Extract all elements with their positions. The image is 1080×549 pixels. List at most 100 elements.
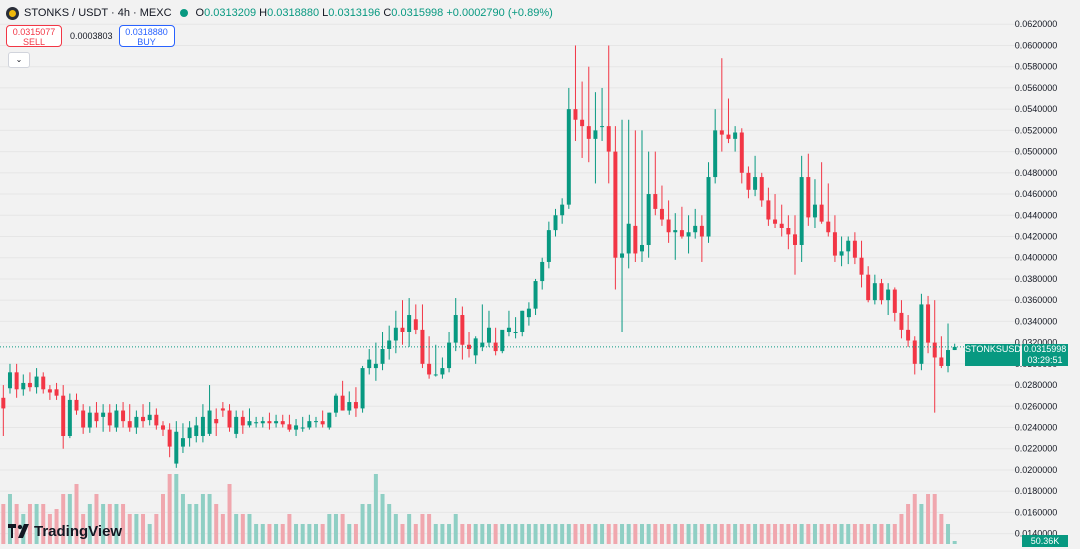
volume-bar: [819, 524, 824, 544]
candle-body: [167, 429, 172, 447]
volume-bar: [127, 514, 132, 544]
volume-bar: [773, 524, 778, 544]
change-value: +0.0002790 (+0.89%): [446, 7, 553, 19]
volume-bar: [333, 514, 338, 544]
volume-bar: [560, 524, 565, 544]
volume-bar: [946, 524, 951, 544]
candle-body: [300, 427, 305, 429]
price-tick-label: 0.0240000: [1015, 423, 1058, 433]
volume-bar: [839, 524, 844, 544]
collapse-button[interactable]: ⌄: [8, 52, 30, 68]
price-tick-label: 0.0620000: [1015, 19, 1058, 29]
candle-body: [234, 416, 239, 434]
candle-body: [926, 304, 931, 343]
volume-bar: [453, 514, 458, 544]
candle-body: [886, 289, 891, 301]
volume-bar: [227, 484, 232, 544]
volume-bar: [101, 504, 106, 544]
volume-bar: [207, 494, 212, 544]
volume-bar: [540, 524, 545, 544]
volume-bar: [87, 504, 92, 544]
volume-bar: [892, 524, 897, 544]
volume-bar: [267, 524, 272, 544]
volume-bar: [67, 494, 72, 544]
volume-bar: [639, 524, 644, 544]
candle-body: [14, 372, 19, 390]
candle-body: [859, 257, 864, 275]
candle-body: [114, 410, 119, 428]
volume-bar: [473, 524, 478, 544]
candle-body: [679, 230, 684, 237]
volume-bar: [806, 524, 811, 544]
price-tick-label: 0.0460000: [1015, 189, 1058, 199]
price-tick-label: 0.0500000: [1015, 147, 1058, 157]
candle-body: [280, 421, 285, 425]
volume-bar: [799, 524, 804, 544]
tradingview-logo[interactable]: TradingView: [8, 520, 122, 542]
candle-body: [540, 261, 545, 282]
symbol-title[interactable]: STONKS / USDT · 4h · MEXC: [24, 7, 172, 19]
volume-bar: [420, 514, 425, 544]
candle-body: [101, 412, 106, 417]
candle-body: [440, 368, 445, 375]
candle-body: [639, 244, 644, 252]
price-tick-label: 0.0520000: [1015, 125, 1058, 135]
price-axis[interactable]: 0.0620000 0.0600000 0.0580000 0.0560000 0.05…: [1015, 19, 1058, 538]
low-label: L: [322, 7, 329, 19]
last-price-tag: 0.0315998 03:29:51: [1022, 344, 1068, 366]
volume-bar: [613, 524, 618, 544]
volume-bar: [340, 514, 345, 544]
price-tick-label: 0.0260000: [1015, 401, 1058, 411]
volume-bar: [41, 504, 46, 544]
volume-bar: [380, 494, 385, 544]
volume-bar: [899, 514, 904, 544]
buy-button[interactable]: 0.0318880 BUY: [118, 25, 175, 47]
sell-button[interactable]: 0.0315077 SELL: [6, 25, 62, 47]
ohlc-values: O0.0313209 H0.0318880 L0.0313196 C0.0315…: [196, 7, 553, 19]
sell-label: SELL: [22, 37, 46, 47]
volume-bar: [367, 504, 372, 544]
market-open-icon: [179, 9, 188, 17]
volume-bar: [360, 504, 365, 544]
candle-body: [799, 177, 804, 245]
volume-bar: [214, 504, 219, 544]
volume-tag: 50.36K: [1022, 535, 1068, 547]
volume-bar: [620, 524, 625, 544]
candle-body: [307, 421, 312, 428]
candle-body: [819, 204, 824, 222]
candle-body: [566, 109, 571, 205]
candle-body: [81, 410, 86, 428]
volume-bar: [194, 504, 199, 544]
price-tick-label: 0.0360000: [1015, 295, 1058, 305]
volume-bar: [500, 524, 505, 544]
candle-body: [606, 126, 611, 152]
volume-bar: [81, 514, 86, 544]
price-tick-label: 0.0200000: [1015, 465, 1058, 475]
candle-body: [160, 425, 165, 430]
volume-bar: [407, 514, 412, 544]
candle-body: [207, 410, 212, 434]
candle-body: [460, 315, 465, 345]
volume-bar: [54, 509, 59, 544]
candle-body: [194, 425, 199, 436]
volume-bar: [726, 524, 731, 544]
candle-body: [633, 225, 638, 254]
buy-price: 0.0318880: [125, 27, 168, 37]
volume-bar: [506, 524, 511, 544]
candle-body: [74, 399, 79, 411]
candle-body: [486, 327, 491, 343]
candle-body: [826, 221, 831, 233]
volume-bar: [826, 524, 831, 544]
volume-bar: [746, 524, 751, 544]
candle-body: [180, 438, 185, 447]
candle-body: [706, 177, 711, 237]
candle-body: [626, 223, 631, 254]
volume-bar: [520, 524, 525, 544]
price-tick-label: 0.0600000: [1015, 40, 1058, 50]
volume-bar: [280, 524, 285, 544]
volume-bar: [659, 524, 664, 544]
candle-body: [773, 219, 778, 224]
candle-body: [393, 327, 398, 341]
volume-bar: [846, 524, 851, 544]
